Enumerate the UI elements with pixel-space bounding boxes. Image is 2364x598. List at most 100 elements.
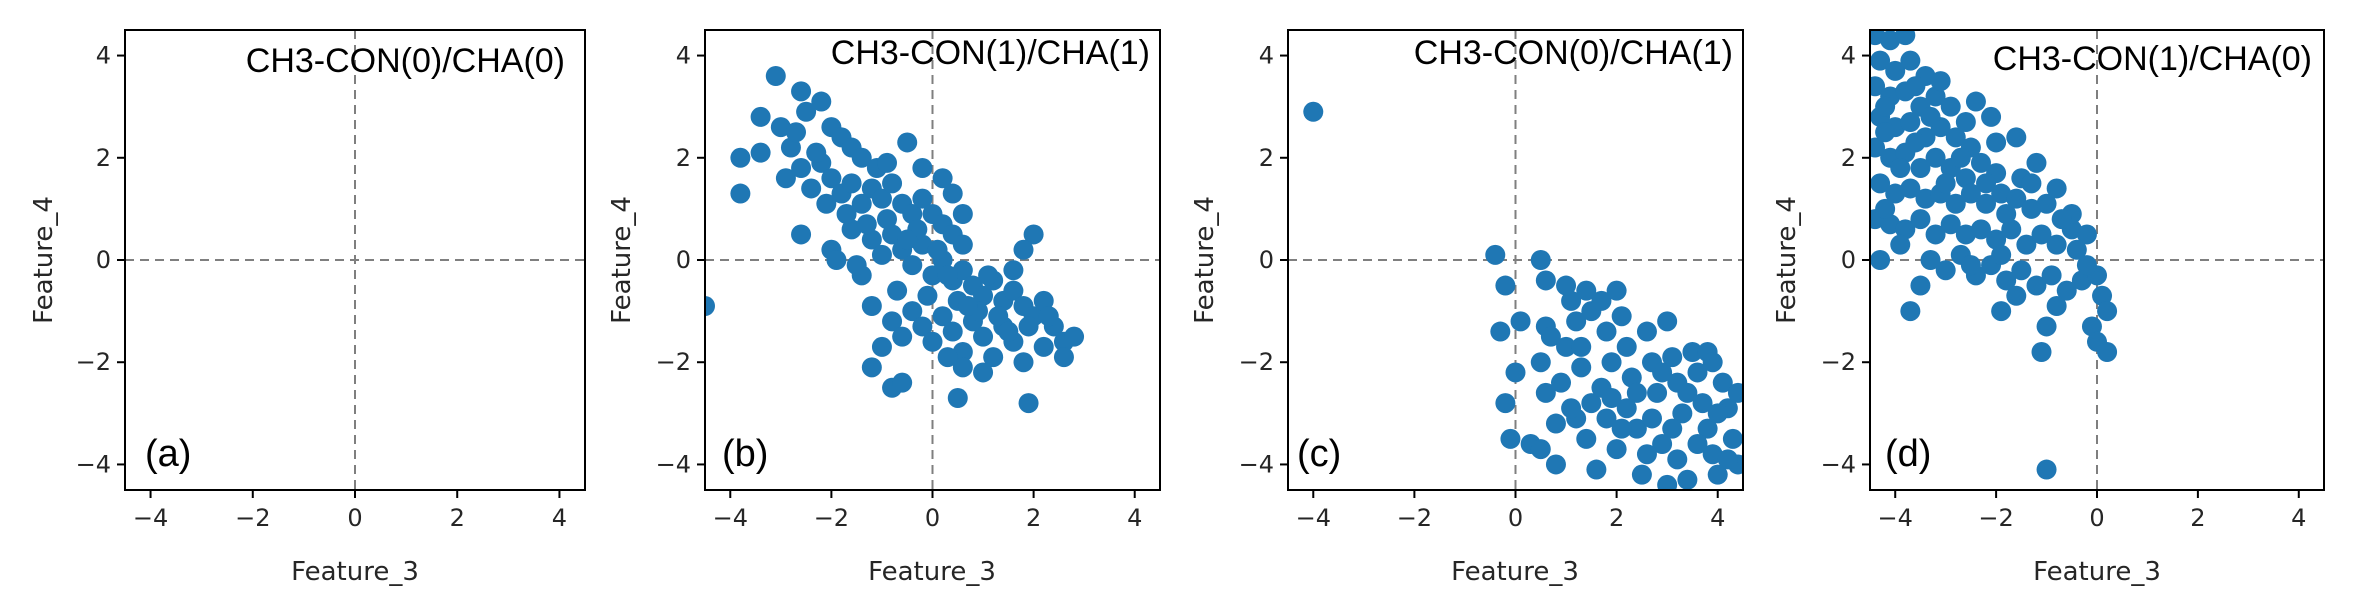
scatter-point bbox=[770, 117, 791, 138]
scatter-point bbox=[1727, 382, 1743, 403]
scatter-point bbox=[2092, 285, 2113, 306]
scatter-point bbox=[952, 260, 973, 281]
scatter-point bbox=[1970, 152, 1991, 173]
x-axis-label: Feature_3 bbox=[2033, 557, 2161, 587]
scatter-point bbox=[1642, 408, 1662, 429]
scatter-point bbox=[1950, 147, 1971, 168]
scatter-point bbox=[1545, 413, 1566, 434]
scatter-point bbox=[2036, 193, 2057, 214]
y-tick-label: 2 bbox=[676, 144, 691, 172]
scatter-point bbox=[2071, 270, 2092, 291]
scatter-point bbox=[1915, 188, 1936, 209]
scatter-point bbox=[1657, 474, 1678, 490]
scatter-point bbox=[1053, 347, 1074, 368]
scatter-point bbox=[1038, 306, 1059, 327]
scatter-point bbox=[1945, 193, 1966, 214]
scatter-point bbox=[1707, 403, 1728, 424]
scatter-point bbox=[988, 306, 1009, 327]
scatter-point bbox=[1910, 209, 1931, 230]
scatter-point bbox=[2066, 239, 2087, 260]
scatter-point bbox=[1601, 388, 1622, 408]
scatter-point bbox=[1697, 418, 1718, 439]
scatter-point bbox=[730, 147, 751, 168]
scatter-point bbox=[1925, 147, 1946, 168]
scatter-point bbox=[1647, 382, 1668, 403]
scatter-point bbox=[2041, 265, 2062, 286]
scatter-point bbox=[1996, 204, 2017, 224]
scatter-point bbox=[937, 265, 958, 286]
scatter-point bbox=[1540, 326, 1561, 347]
scatter-point bbox=[1940, 214, 1961, 235]
scatter-point bbox=[821, 168, 842, 189]
x-tick-label: −2 bbox=[1978, 504, 2013, 532]
scatter-point bbox=[887, 280, 908, 301]
scatter-point bbox=[1626, 382, 1647, 403]
scatter-point bbox=[1571, 336, 1592, 357]
scatter-point bbox=[1018, 316, 1039, 337]
scatter-point bbox=[2036, 459, 2057, 480]
scatter-point bbox=[902, 255, 923, 276]
scatter-point bbox=[1991, 301, 2012, 322]
y-tick-label: −2 bbox=[76, 348, 111, 376]
scatter-point bbox=[1925, 86, 1946, 107]
y-tick-label: 2 bbox=[96, 144, 111, 172]
scatter-point bbox=[1875, 198, 1896, 219]
scatter-point bbox=[917, 285, 938, 306]
scatter-point bbox=[2076, 255, 2097, 276]
x-tick-label: 4 bbox=[1710, 504, 1725, 532]
scatter-point bbox=[2046, 234, 2067, 255]
scatter-point bbox=[1018, 393, 1039, 414]
scatter-point bbox=[942, 321, 963, 342]
scatter-point bbox=[2021, 173, 2042, 194]
scatter-point bbox=[1530, 352, 1551, 373]
scatter-point bbox=[2097, 301, 2118, 322]
scatter-point bbox=[1535, 382, 1556, 403]
x-tick-label: 0 bbox=[347, 504, 362, 532]
scatter-point bbox=[912, 316, 933, 337]
scatter-point bbox=[1556, 336, 1577, 357]
scatter-point bbox=[1905, 76, 1926, 97]
scatter-point bbox=[1571, 357, 1592, 378]
scatter-point bbox=[1945, 127, 1966, 148]
scatter-point bbox=[1545, 454, 1566, 475]
scatter-point bbox=[1870, 250, 1891, 270]
scatter-point bbox=[1561, 398, 1582, 419]
scatter-point bbox=[2006, 127, 2027, 148]
scatter-point bbox=[2076, 224, 2097, 245]
scatter-point bbox=[1596, 408, 1617, 429]
scatter-point bbox=[1551, 372, 1571, 393]
scatter-point bbox=[1616, 398, 1637, 419]
scatter-point bbox=[2031, 224, 2052, 245]
scatter-point bbox=[791, 81, 812, 102]
scatter-point bbox=[1662, 347, 1683, 368]
scatter-point bbox=[1687, 434, 1708, 454]
scatter-point bbox=[1596, 321, 1617, 342]
scatter-point bbox=[1870, 137, 1886, 158]
scatter-point bbox=[2046, 178, 2067, 199]
scatter-point bbox=[902, 204, 923, 224]
scatter-point bbox=[1885, 60, 1906, 81]
y-tick-label: −2 bbox=[1239, 348, 1274, 376]
y-tick-label: −4 bbox=[1239, 450, 1274, 478]
y-tick-label: 0 bbox=[1259, 246, 1274, 274]
scatter-point bbox=[2031, 342, 2052, 362]
scatter-point bbox=[750, 142, 771, 163]
scatter-point bbox=[1505, 362, 1526, 383]
scatter-point bbox=[1955, 112, 1976, 132]
scatter-point bbox=[1880, 214, 1901, 235]
scatter-point bbox=[705, 296, 715, 316]
scatter-point bbox=[1875, 122, 1896, 143]
scatter-point bbox=[1960, 183, 1981, 204]
x-tick-label: 2 bbox=[450, 504, 465, 532]
scatter-point bbox=[1900, 50, 1921, 71]
scatter-point bbox=[902, 301, 923, 322]
scatter-point bbox=[1910, 158, 1931, 178]
scatter-point bbox=[1991, 183, 2012, 204]
x-tick-label: −2 bbox=[235, 504, 270, 532]
scatter-point bbox=[2026, 275, 2047, 296]
panel-a: −4 −2 0 2 4 −4 −2 0 2 4 CH3-CON(0)/CHA(0) (a) Fea… bbox=[29, 29, 586, 587]
scatter-point bbox=[927, 239, 948, 260]
scatter-point bbox=[1702, 444, 1723, 465]
y-tick-label: −2 bbox=[656, 348, 691, 376]
y-tick-label: −4 bbox=[76, 450, 111, 478]
